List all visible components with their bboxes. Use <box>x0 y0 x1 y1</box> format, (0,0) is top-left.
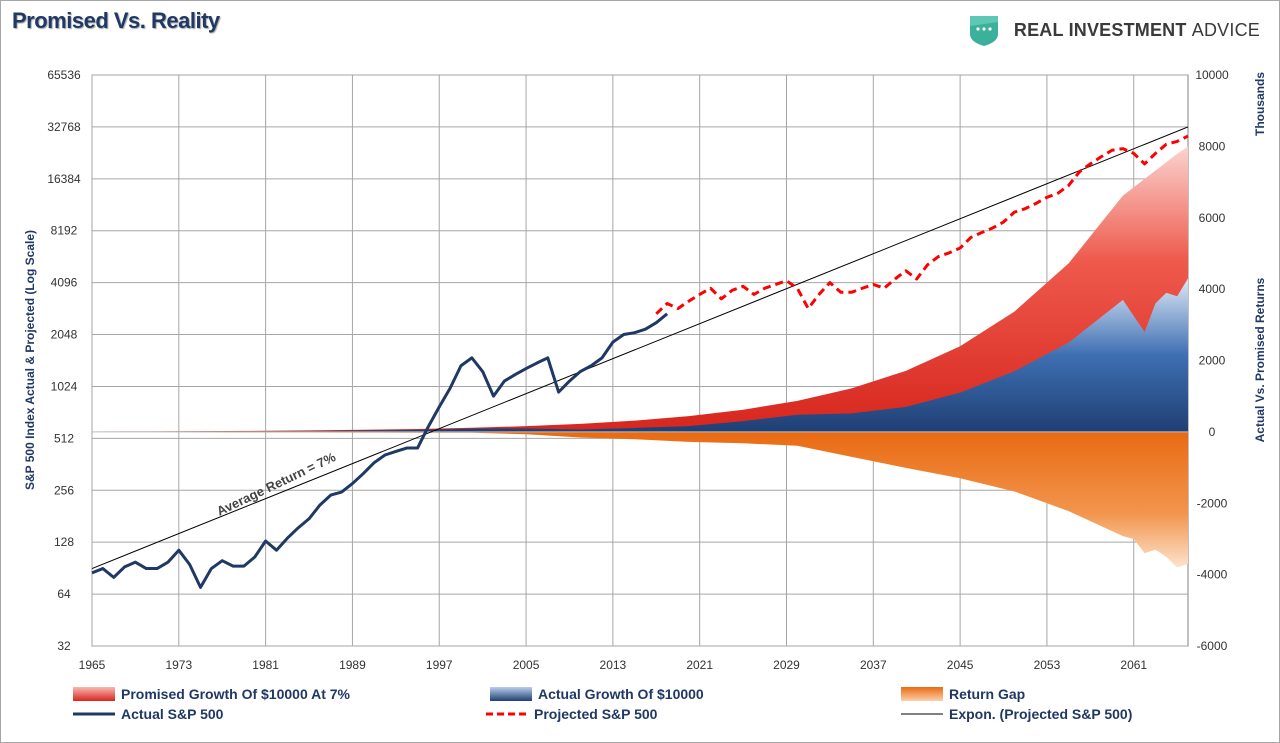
x-tick-label: 1981 <box>252 658 279 672</box>
legend-label-expon: Expon. (Projected S&P 500) <box>949 706 1133 722</box>
legend-item-expon: Expon. (Projected S&P 500) <box>901 706 1132 722</box>
y-right-tick-label: -6000 <box>1197 639 1228 653</box>
x-tick-label: 2037 <box>860 658 887 672</box>
x-tick-label: 2005 <box>513 658 540 672</box>
y-right-tick-label: 10000 <box>1195 68 1229 82</box>
area-return-gap <box>92 431 1188 568</box>
y-right-tick-label: -2000 <box>1197 496 1228 510</box>
average-return-annotation: Average Return = 7% <box>214 449 338 519</box>
y-left-tick-label: 16384 <box>47 172 81 186</box>
y-left-tick-label: 4096 <box>51 276 78 290</box>
x-tick-label: 2021 <box>686 658 713 672</box>
y-left-tick-label: 32768 <box>47 120 81 134</box>
brand-shield-icon <box>969 16 998 46</box>
y-left-tick-label: 64 <box>57 587 71 601</box>
x-tick-label: 1997 <box>426 658 453 672</box>
x-tick-label: 1973 <box>165 658 192 672</box>
y-left-tick-label: 512 <box>54 431 74 445</box>
y-right-unit-label: Thousands <box>1253 72 1267 136</box>
x-tick-label: 2061 <box>1120 658 1147 672</box>
axes: 65536 32768 16384 8192 4096 2048 1024 512 256 128… <box>47 68 1229 672</box>
grid-lines <box>91 74 1189 647</box>
legend-item-projected-sp500: Projected S&P 500 <box>486 706 657 722</box>
legend-label-promised: Promised Growth Of $10000 At 7% <box>121 686 350 702</box>
legend-label-actual-sp500: Actual S&P 500 <box>121 706 224 722</box>
legend-swatch-actual-sp500 <box>73 712 115 716</box>
legend-swatch-actual <box>490 687 532 701</box>
brand-name: REAL INVESTMENT ADVICE <box>1014 20 1260 41</box>
y-left-tick-label: 65536 <box>47 68 81 82</box>
line-actual-sp500 <box>91 312 669 589</box>
legend-swatch-gap <box>901 687 943 701</box>
legend-swatch-promised <box>73 687 115 701</box>
brand-logo-group: REAL INVESTMENT ADVICE <box>966 12 1260 48</box>
chart-title: Promised Vs. Reality <box>12 8 220 33</box>
legend-item-gap: Return Gap <box>901 686 1025 702</box>
legend-label-gap: Return Gap <box>949 686 1026 702</box>
legend-label-projected-sp500: Projected S&P 500 <box>534 706 658 722</box>
legend-label-actual: Actual Growth Of $10000 <box>538 686 704 702</box>
y-right-tick-label: 8000 <box>1199 139 1226 153</box>
y-right-tick-label: 2000 <box>1199 354 1226 368</box>
y-left-tick-label: 256 <box>54 483 74 497</box>
y-right-tick-label: -4000 <box>1197 568 1228 582</box>
legend-swatch-expon <box>901 713 943 715</box>
brand-name-light: ADVICE <box>1191 19 1260 40</box>
chart-legend: Promised Growth Of $10000 At 7% Actual G… <box>0 684 1280 734</box>
y-right-tick-label: 4000 <box>1199 282 1226 296</box>
legend-item-actual-sp500: Actual S&P 500 <box>73 706 223 722</box>
x-tick-label: 2045 <box>947 658 974 672</box>
y-left-tick-label: 2048 <box>51 328 78 342</box>
y-left-axis-title: S&P 500 Index Actual & Projected (Log Sc… <box>23 230 37 490</box>
expon-trendline <box>91 126 1189 570</box>
legend-item-actual: Actual Growth Of $10000 <box>490 686 704 702</box>
y-right-tick-label: 6000 <box>1199 211 1226 225</box>
y-right-tick-label: 0 <box>1209 425 1216 439</box>
legend-item-promised: Promised Growth Of $10000 At 7% <box>73 686 350 702</box>
y-left-tick-label: 1024 <box>51 379 78 393</box>
legend-swatch-projected-sp500 <box>486 712 528 716</box>
x-tick-label: 2013 <box>600 658 627 672</box>
y-left-tick-label: 8192 <box>51 224 78 238</box>
y-left-tick-label: 32 <box>57 639 71 653</box>
area-actual-growth <box>92 278 1188 432</box>
area-series <box>92 146 1188 568</box>
x-tick-label: 2029 <box>773 658 800 672</box>
x-tick-label: 2053 <box>1034 658 1061 672</box>
line-series <box>91 126 1189 589</box>
y-right-axis-title: Actual Vs. Promised Returns <box>1253 277 1267 442</box>
brand-name-bold: REAL INVESTMENT <box>1013 19 1187 40</box>
x-tick-label: 1965 <box>79 658 106 672</box>
line-projected-sp500 <box>655 134 1189 315</box>
x-tick-label: 1989 <box>339 658 366 672</box>
y-left-tick-label: 128 <box>54 535 74 549</box>
